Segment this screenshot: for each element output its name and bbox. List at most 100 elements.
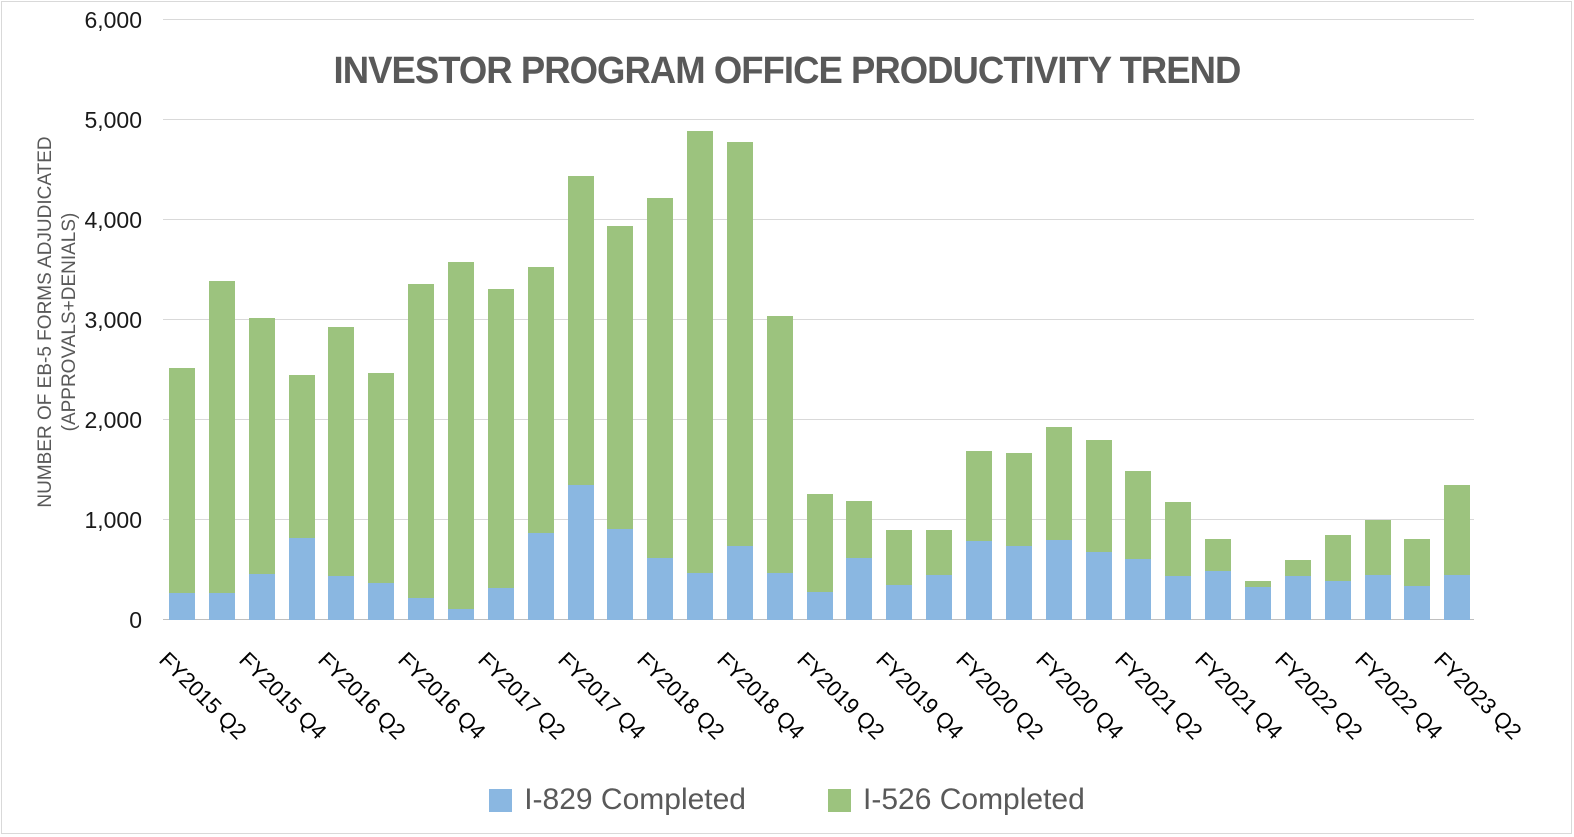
- segment-i829: [1364, 574, 1391, 620]
- bar-fy2016-q2: [328, 327, 355, 620]
- segment-i526: [1005, 453, 1032, 546]
- legend-item-i829: I-829 Completed: [489, 783, 746, 817]
- y-tick-label: 3,000: [84, 307, 142, 333]
- segment-i829: [567, 484, 594, 620]
- bar-fy2017-q1: [447, 262, 474, 620]
- bar-fy2022-q3: [1324, 535, 1351, 620]
- segment-i829: [1324, 581, 1351, 620]
- segment-i829: [806, 591, 833, 620]
- segment-i829: [1205, 571, 1232, 620]
- segment-i526: [1085, 440, 1112, 552]
- legend-label-i829: I-829 Completed: [524, 783, 746, 816]
- segment-i829: [1005, 545, 1032, 620]
- segment-i526: [607, 226, 634, 529]
- segment-i526: [248, 318, 275, 574]
- chart-title: INVESTOR PROGRAM OFFICE PRODUCTIVITY TRE…: [333, 50, 1242, 92]
- segment-i829: [846, 558, 873, 620]
- bar-fy2022-q4: [1364, 520, 1391, 620]
- bar-fy2022-q2: [1284, 560, 1311, 620]
- segment-i829: [926, 575, 953, 620]
- segment-i526: [1324, 535, 1351, 581]
- segment-i829: [248, 573, 275, 620]
- bar-fy2015-q3: [208, 281, 235, 620]
- bar-fy2019-q1: [766, 316, 793, 620]
- gridline: [163, 319, 1474, 320]
- segment-i829: [487, 588, 514, 620]
- segment-i526: [806, 494, 833, 592]
- segment-i526: [208, 281, 235, 593]
- segment-i829: [726, 546, 753, 620]
- bar-fy2019-q2: [806, 494, 833, 620]
- segment-i829: [1244, 586, 1271, 620]
- bar-fy2018-q1: [607, 226, 634, 620]
- segment-i526: [1364, 520, 1391, 575]
- bar-fy2021-q1: [1085, 440, 1112, 620]
- bar-fy2020-q3: [1005, 453, 1032, 620]
- segment-i829: [1165, 575, 1192, 620]
- segment-i526: [886, 530, 913, 585]
- legend: I-829 Completed I-526 Completed: [0, 783, 1574, 817]
- segment-i526: [487, 289, 514, 588]
- bar-fy2017-q2: [487, 289, 514, 620]
- gridline: [163, 19, 1474, 20]
- bar-fy2020-q2: [966, 451, 992, 620]
- legend-item-i526: I-526 Completed: [828, 783, 1085, 817]
- bar-fy2018-q4: [726, 142, 753, 620]
- bar-fy2019-q3: [846, 501, 873, 620]
- bar-fy2017-q4: [567, 176, 594, 620]
- segment-i526: [1404, 538, 1431, 586]
- segment-i829: [447, 608, 474, 620]
- i829-swatch: [489, 788, 513, 812]
- segment-i829: [1284, 575, 1311, 620]
- segment-i526: [1045, 427, 1072, 540]
- gridline: [163, 119, 1474, 120]
- y-tick-label: 0: [129, 607, 142, 633]
- segment-i829: [208, 593, 235, 620]
- segment-i829: [408, 598, 435, 620]
- segment-i829: [1045, 540, 1072, 620]
- bar-fy2022-q1: [1244, 581, 1271, 620]
- y-tick-label: 2,000: [84, 407, 142, 433]
- y-tick-label: 6,000: [84, 7, 142, 33]
- segment-i526: [1284, 560, 1311, 576]
- segment-i829: [527, 532, 554, 620]
- segment-i829: [886, 584, 913, 620]
- segment-i526: [567, 176, 594, 485]
- bar-fy2023-q1: [1404, 538, 1431, 620]
- segment-i829: [368, 582, 395, 620]
- bar-fy2023-q2: [1444, 485, 1471, 620]
- segment-i526: [328, 327, 355, 576]
- segment-i526: [1125, 471, 1152, 559]
- segment-i829: [1404, 586, 1431, 620]
- segment-i829: [328, 576, 355, 620]
- bar-fy2016-q1: [288, 375, 315, 620]
- bar-fy2021-q2: [1125, 471, 1152, 620]
- legend-label-i526: I-526 Completed: [863, 783, 1085, 816]
- y-tick-label: 1,000: [84, 507, 142, 533]
- bar-fy2017-q3: [527, 267, 554, 620]
- bar-fy2019-q4: [886, 530, 913, 620]
- segment-i526: [1444, 485, 1471, 575]
- y-tick-label: 4,000: [84, 207, 142, 233]
- bar-fy2020-q1: [926, 530, 953, 620]
- segment-i526: [846, 501, 873, 558]
- bar-fy2018-q3: [687, 131, 714, 620]
- bar-fy2018-q2: [647, 198, 674, 620]
- segment-i526: [1244, 581, 1271, 587]
- segment-i526: [926, 530, 953, 575]
- bar-fy2015-q2: [169, 368, 195, 620]
- segment-i526: [527, 267, 554, 533]
- segment-i526: [368, 373, 395, 583]
- segment-i526: [647, 198, 674, 558]
- segment-i526: [408, 284, 435, 598]
- segment-i526: [726, 142, 753, 546]
- bar-fy2016-q3: [368, 373, 395, 620]
- segment-i829: [288, 538, 315, 620]
- plot-area: [163, 19, 1474, 620]
- segment-i526: [766, 316, 793, 573]
- segment-i829: [1085, 552, 1112, 620]
- bar-fy2015-q4: [248, 318, 275, 620]
- segment-i526: [447, 262, 474, 609]
- bar-fy2021-q4: [1205, 539, 1232, 620]
- segment-i829: [687, 572, 714, 620]
